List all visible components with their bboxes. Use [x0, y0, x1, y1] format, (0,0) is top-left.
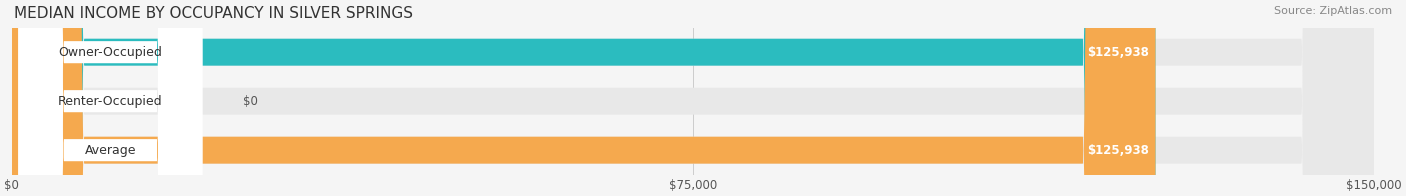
FancyBboxPatch shape: [11, 0, 1374, 196]
Text: $125,938: $125,938: [1087, 144, 1149, 157]
Text: $0: $0: [243, 95, 259, 108]
FancyBboxPatch shape: [11, 0, 1374, 196]
Text: MEDIAN INCOME BY OCCUPANCY IN SILVER SPRINGS: MEDIAN INCOME BY OCCUPANCY IN SILVER SPR…: [14, 6, 413, 21]
Text: Average: Average: [84, 144, 136, 157]
Text: Renter-Occupied: Renter-Occupied: [58, 95, 163, 108]
FancyBboxPatch shape: [18, 0, 202, 196]
FancyBboxPatch shape: [18, 0, 202, 196]
FancyBboxPatch shape: [11, 0, 66, 196]
FancyBboxPatch shape: [11, 0, 1374, 196]
Text: $125,938: $125,938: [1087, 46, 1149, 59]
FancyBboxPatch shape: [18, 0, 202, 196]
Text: Source: ZipAtlas.com: Source: ZipAtlas.com: [1274, 6, 1392, 16]
FancyBboxPatch shape: [11, 0, 1156, 196]
Text: Owner-Occupied: Owner-Occupied: [59, 46, 162, 59]
FancyBboxPatch shape: [11, 0, 1156, 196]
